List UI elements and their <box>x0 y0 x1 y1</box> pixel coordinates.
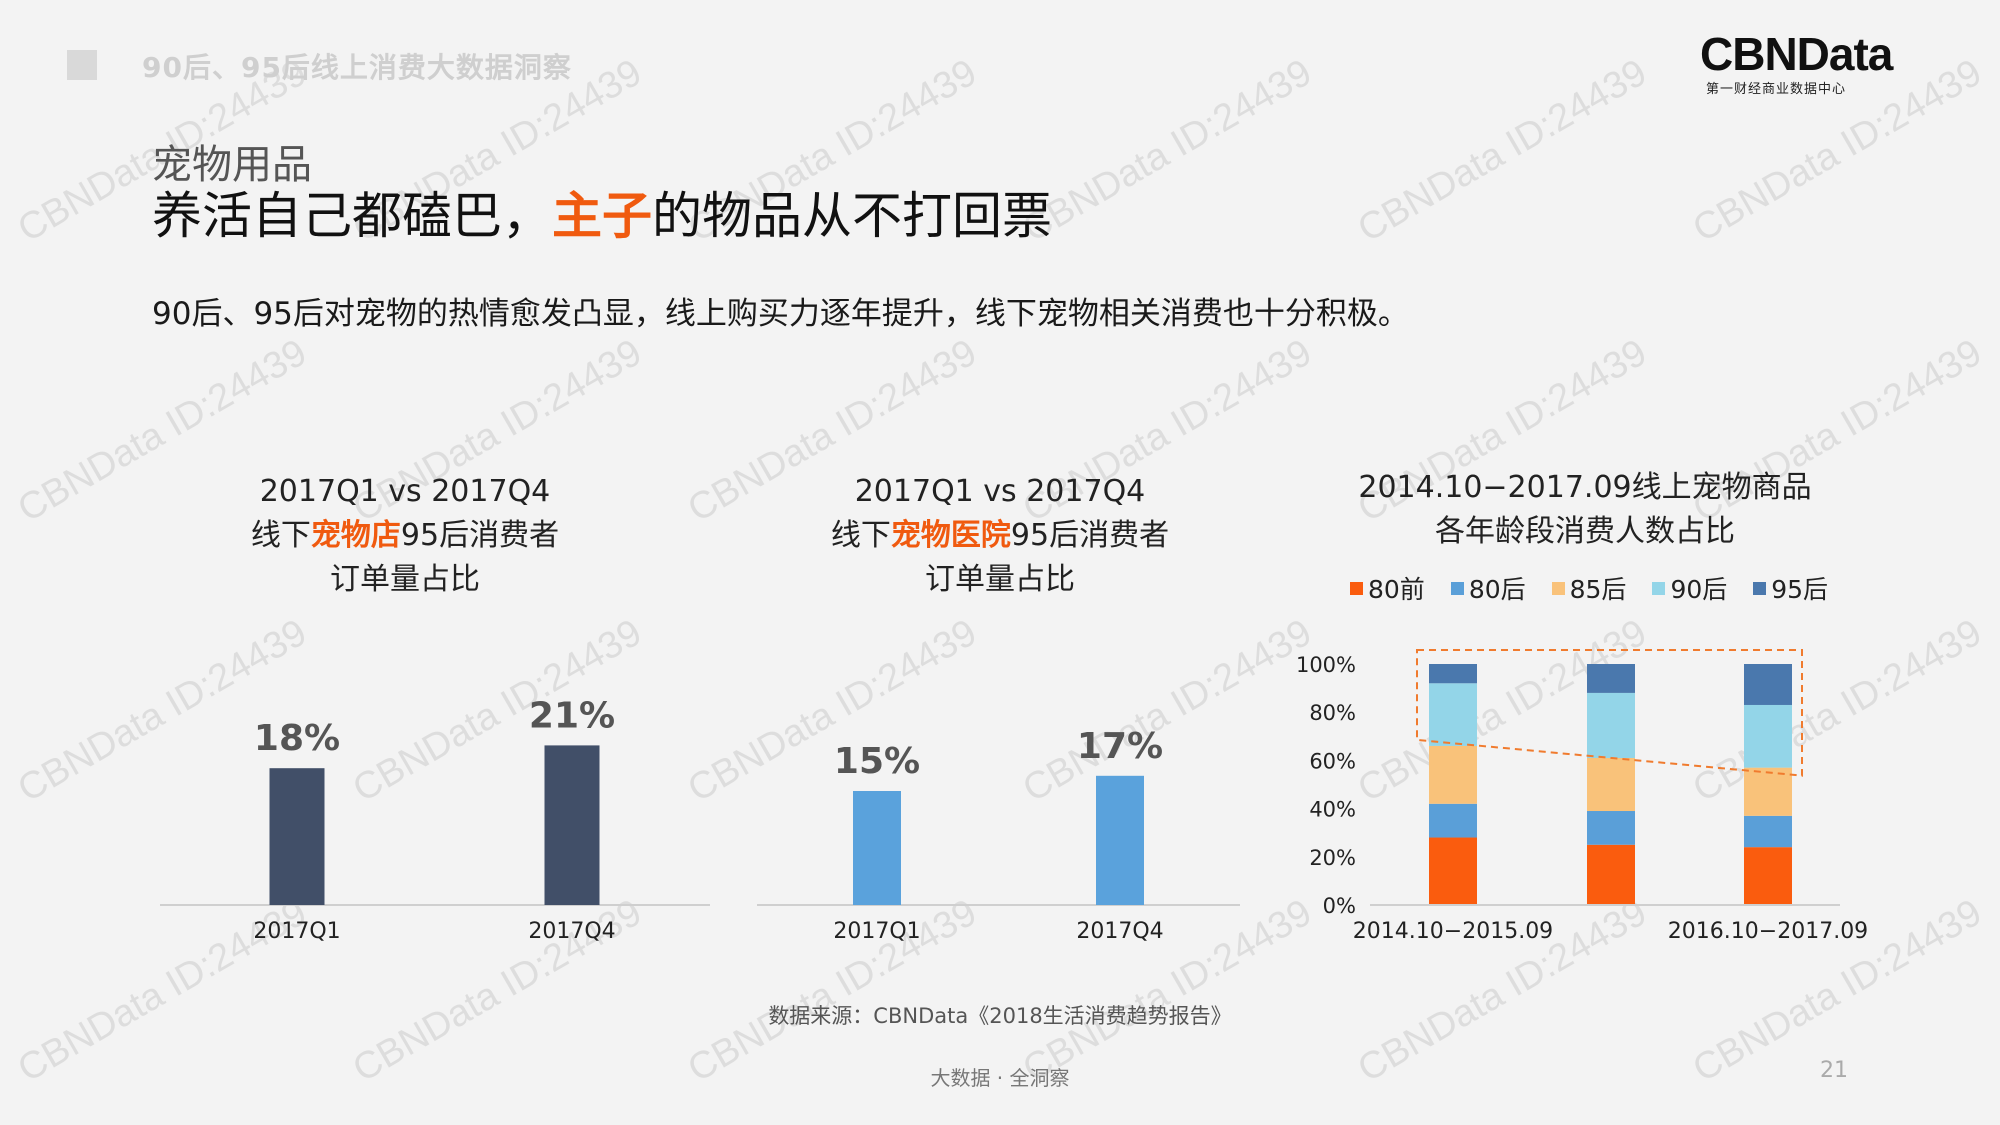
legend-label: 85后 <box>1569 575 1627 604</box>
chart2-bar <box>853 791 901 905</box>
chart2-title: 2017Q1 vs 2017Q4 线下宠物医院95后消费者 订单量占比 <box>760 470 1240 602</box>
legend-swatch <box>1450 581 1464 595</box>
chart3-bar-segment <box>1429 803 1477 838</box>
chart3-title: 2014.10−2017.09线上宠物商品 各年龄段消费人数占比 <box>1300 466 1870 554</box>
description: 90后、95后对宠物的热情愈发凸显，线上购买力逐年提升，线下宠物相关消费也十分积… <box>152 296 1409 332</box>
chart1-title: 2017Q1 vs 2017Q4 线下宠物店95后消费者 订单量占比 <box>160 470 650 602</box>
chart1-title-line3: 订单量占比 <box>330 562 480 597</box>
legend-item: 80前 <box>1350 570 1425 606</box>
footer-slogan: 大数据 · 全洞察 <box>930 1066 1070 1090</box>
chart3-bar-segment <box>1587 664 1635 693</box>
chart3-highlight-box <box>1416 649 1803 777</box>
header-square-icon <box>67 50 97 80</box>
chart2-tick-label: 2017Q4 <box>1076 919 1163 944</box>
page-number: 21 <box>1820 1058 1848 1083</box>
chart3-y-tick-label: 0% <box>1323 894 1356 918</box>
chart3-bar-segment <box>1744 767 1792 816</box>
chart3-y-tick-label: 20% <box>1309 846 1356 870</box>
legend-swatch <box>1652 581 1666 595</box>
category-label: 宠物用品 <box>152 142 312 188</box>
chart2-bar <box>1096 775 1144 905</box>
chart1-title-pre: 线下 <box>250 518 311 553</box>
legend-label: 80后 <box>1468 575 1526 604</box>
chart3-bar-segment <box>1429 664 1477 684</box>
chart1-tick-label: 2017Q4 <box>528 919 615 944</box>
chart1-title-line2: 线下宠物店95后消费者 <box>160 514 650 558</box>
chart1-title-highlight: 宠物店 <box>310 518 401 553</box>
chart2-title-line2: 线下宠物医院95后消费者 <box>760 514 1240 558</box>
chart3-bar-segment <box>1744 704 1792 768</box>
legend-swatch <box>1753 581 1767 595</box>
legend-item: 85后 <box>1551 570 1627 606</box>
chart2-data-label: 17% <box>1077 726 1163 767</box>
chart3-bar-segment <box>1429 745 1477 804</box>
chart3-bar-segment <box>1429 683 1477 746</box>
chart3-bar-segment <box>1587 692 1635 758</box>
chart3-tick-label: 2016.10−2017.09 <box>1668 919 1868 944</box>
chart3-title-line2: 各年龄段消费人数占比 <box>1435 514 1735 549</box>
chart3-legend: 80前 80后 85后 90后 95后 <box>1350 570 1828 606</box>
chart3-tick-label: 2014.10−2015.09 <box>1353 919 1553 944</box>
legend-label: 95后 <box>1771 575 1829 604</box>
chart3-y-tick-label: 40% <box>1309 798 1356 822</box>
data-source: 数据来源：CBNData《2018生活消费趋势报告》 <box>768 1004 1232 1028</box>
chart2-title-post: 95后消费者 <box>1010 518 1170 553</box>
chart1-data-label: 21% <box>529 695 615 736</box>
chart1-title-post: 95后消费者 <box>400 518 560 553</box>
legend-item: 95后 <box>1753 570 1828 606</box>
headline-pre: 养活自己都磕巴， <box>152 187 552 245</box>
chart3-title-line1: 2014.10−2017.09线上宠物商品 <box>1358 470 1812 505</box>
header-title: 90后、95后线上消费大数据洞察 <box>142 51 572 84</box>
chart1-tick-label: 2017Q1 <box>253 919 340 944</box>
chart1-bar <box>269 768 325 905</box>
headline-highlight: 主子 <box>552 187 652 245</box>
legend-label: 80前 <box>1368 575 1425 604</box>
headline-post: 的物品从不打回票 <box>652 187 1052 245</box>
chart1-data-label: 18% <box>254 718 340 759</box>
chart1-title-line1: 2017Q1 vs 2017Q4 <box>259 474 551 509</box>
chart2-data-label: 15% <box>834 741 920 782</box>
chart2-title-highlight: 宠物医院 <box>890 518 1011 553</box>
chart3-y-tick-label: 60% <box>1309 749 1356 773</box>
chart3-bar-segment <box>1744 815 1792 848</box>
chart2-title-line1: 2017Q1 vs 2017Q4 <box>854 474 1146 509</box>
headline: 养活自己都磕巴，主子的物品从不打回票 <box>152 176 1052 248</box>
chart3-bar-segment <box>1744 847 1792 905</box>
chart3-bar-segment <box>1429 837 1477 905</box>
chart3-y-tick-label: 80% <box>1309 701 1356 725</box>
chart3-bar-segment <box>1587 757 1635 812</box>
legend-swatch <box>1551 581 1565 595</box>
chart1-bar <box>544 745 600 905</box>
chart2-tick-label: 2017Q1 <box>833 919 920 944</box>
chart3-y-tick-label: 100% <box>1296 653 1356 677</box>
cbndata-logo: CBNData 第一财经商业数据中心 <box>1700 30 1920 97</box>
logo-main-text: CBNData <box>1700 28 1893 80</box>
legend-item: 90后 <box>1652 570 1727 606</box>
chart2-title-pre: 线下 <box>830 518 891 553</box>
legend-item: 80后 <box>1450 570 1526 606</box>
legend-label: 90后 <box>1670 575 1728 604</box>
legend-swatch <box>1350 581 1363 595</box>
logo-sub-text: 第一财经商业数据中心 <box>1706 82 1847 97</box>
chart3-bar-segment <box>1587 844 1635 905</box>
chart3-bar-segment <box>1744 664 1792 705</box>
chart2-title-line3: 订单量占比 <box>925 562 1075 597</box>
chart3-bar-segment <box>1587 811 1635 845</box>
